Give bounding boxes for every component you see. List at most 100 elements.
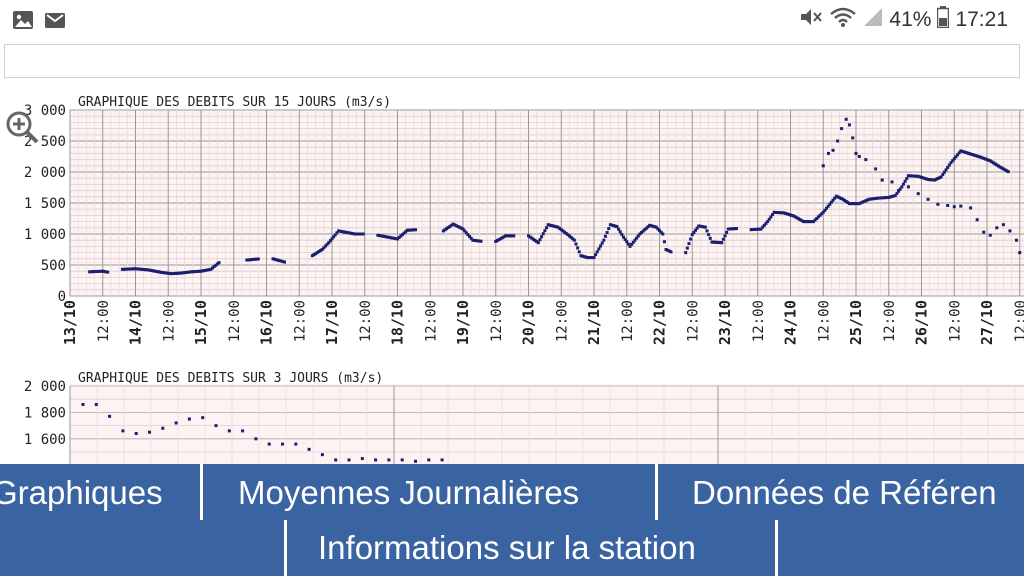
chart-15-days: GRAPHIQUE DES DEBITS SUR 15 JOURS (m3/s)… (24, 95, 1024, 345)
x-tick-label: 20/10 (520, 300, 538, 345)
data-point (813, 218, 817, 222)
data-point (784, 211, 788, 215)
data-point (97, 269, 101, 273)
data-point (468, 234, 472, 238)
zoom-in-icon[interactable] (3, 108, 43, 148)
data-point (689, 237, 693, 241)
data-point (851, 202, 855, 206)
data-point (104, 270, 108, 274)
data-point (988, 233, 992, 237)
data-point (631, 240, 635, 244)
data-point (690, 233, 694, 237)
data-point (179, 271, 183, 275)
data-point (888, 195, 892, 199)
data-point (960, 149, 964, 153)
nav-informations-station[interactable]: Informations sur la station (318, 529, 696, 566)
data-point (274, 258, 278, 262)
data-point (934, 177, 938, 181)
data-point (721, 237, 725, 241)
chart-15-days-title: GRAPHIQUE DES DEBITS SUR 15 JOURS (m3/s) (78, 95, 391, 110)
data-point (536, 241, 540, 245)
x-tick-label: 19/10 (454, 300, 472, 345)
data-point (906, 174, 910, 178)
data-point (400, 233, 404, 237)
plot2-background (70, 384, 1024, 464)
chart-3-days-grid (69, 385, 1024, 464)
data-point (1001, 167, 1005, 171)
data-point (956, 153, 960, 157)
data-point (890, 180, 894, 184)
data-point (615, 225, 619, 229)
data-point (327, 241, 331, 245)
data-point (926, 177, 930, 181)
data-point (1003, 168, 1007, 172)
data-point (360, 457, 364, 461)
data-point (831, 198, 835, 202)
data-point (88, 270, 92, 274)
data-point (712, 240, 716, 244)
y-tick-label: 1 800 (24, 405, 66, 421)
data-point (849, 202, 853, 206)
data-point (155, 270, 159, 274)
x-tick-label: 22/10 (651, 300, 669, 345)
data-point (504, 234, 508, 238)
data-point (549, 224, 553, 228)
data-point (204, 268, 208, 272)
data-point (983, 157, 987, 161)
data-point (397, 236, 401, 240)
data-point (585, 256, 589, 260)
chart-3-days-y-ticks: 2 000 1 800 1 600 (24, 379, 66, 448)
data-point (1005, 169, 1009, 173)
data-point (174, 271, 178, 275)
data-point (623, 237, 627, 241)
data-point (780, 211, 784, 215)
data-point (279, 259, 283, 263)
data-point (815, 217, 819, 220)
data-point (643, 228, 647, 232)
data-point (610, 223, 614, 227)
data-point (530, 236, 534, 240)
data-point (659, 230, 663, 234)
nav-moyennes-journalieres[interactable]: Moyennes Journalières (238, 474, 580, 511)
data-point (148, 268, 152, 272)
data-point (978, 155, 982, 159)
nav-donnees-de-reference[interactable]: Données de Référen (692, 474, 997, 511)
data-point (130, 267, 134, 271)
data-point (700, 225, 704, 229)
data-point (170, 272, 174, 276)
data-point (206, 268, 210, 272)
data-point (463, 229, 467, 233)
x-tick-label: 12:00 (685, 300, 701, 342)
data-point (345, 230, 349, 234)
data-point (890, 194, 894, 198)
nav-graphiques[interactable]: Graphiques (0, 474, 163, 511)
data-point (338, 229, 342, 233)
data-point (143, 268, 147, 272)
x-tick-label: 12:00 (227, 300, 243, 342)
mute-icon (799, 6, 823, 34)
data-point (703, 225, 707, 229)
data-point (759, 227, 763, 231)
data-point (315, 251, 319, 255)
data-point (355, 232, 359, 236)
data-point (150, 269, 154, 273)
data-point (782, 211, 786, 215)
data-point (188, 270, 192, 274)
chart-3-days-title: GRAPHIQUE DES DEBITS SUR 3 JOURS (m3/s) (78, 371, 383, 386)
data-point (137, 267, 141, 271)
data-point (93, 270, 97, 274)
data-point (641, 229, 645, 233)
wifi-icon (829, 6, 857, 34)
data-point (358, 232, 362, 236)
data-point (99, 269, 103, 273)
data-point (174, 421, 178, 425)
data-point (705, 229, 709, 233)
url-input[interactable] (4, 44, 1020, 78)
data-point (158, 270, 162, 274)
data-point (191, 270, 195, 274)
data-point (795, 216, 799, 220)
data-point (207, 268, 211, 272)
data-point (754, 227, 758, 231)
data-point (582, 255, 586, 259)
data-point (924, 177, 928, 181)
